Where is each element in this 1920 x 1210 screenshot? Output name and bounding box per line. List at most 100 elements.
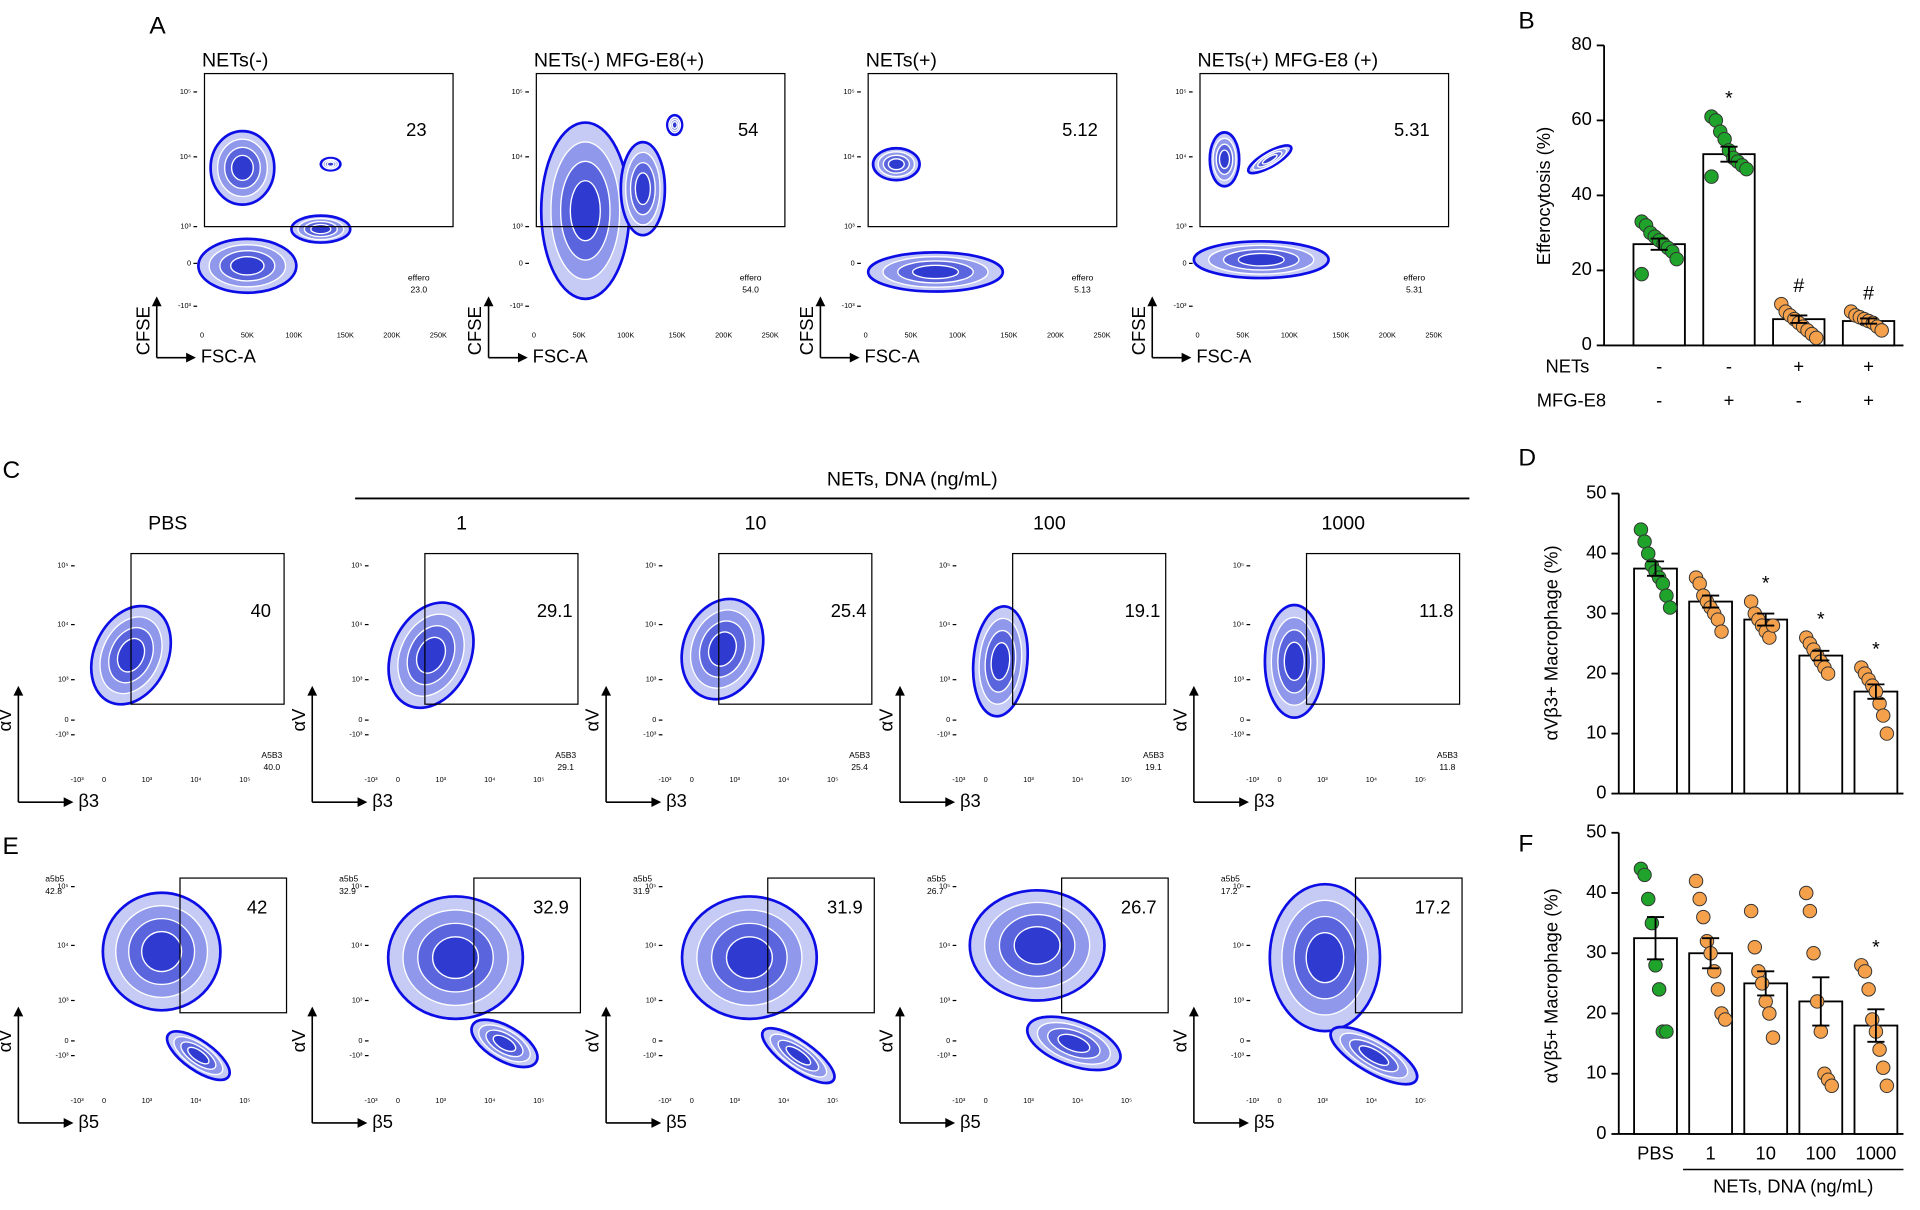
flow-y-tick: 10⁴ — [351, 620, 362, 629]
data-point — [1765, 1030, 1781, 1045]
bar — [1798, 654, 1844, 795]
annotation: * — [1872, 639, 1880, 661]
row-value: + — [1793, 355, 1804, 376]
flow-y-tick: 10³ — [180, 222, 191, 231]
x-axis-label: β3 — [960, 790, 981, 811]
y-tick-label: 50 — [1586, 821, 1606, 842]
data-point — [1809, 330, 1824, 346]
data-point — [1688, 873, 1704, 889]
flow-x-tick: 50K — [1236, 331, 1249, 340]
panel-letter: E — [2, 833, 18, 860]
flow-x-tick: 0 — [864, 331, 868, 340]
arrow-head — [815, 296, 826, 307]
density-contour — [326, 161, 335, 167]
density-contour — [1057, 1033, 1091, 1054]
gate — [130, 552, 285, 705]
y-tick-label: 20 — [1571, 258, 1591, 279]
gate-value: 31.9 — [827, 897, 863, 918]
density-contour — [1013, 926, 1061, 965]
y-tick-label: 60 — [1571, 108, 1591, 129]
y-tick-label: 80 — [1571, 33, 1591, 54]
flow-x-tick: 0 — [532, 331, 536, 340]
flow-x-tick: 10⁵ — [827, 775, 838, 784]
arrow-head — [63, 1118, 74, 1128]
data-point — [1707, 964, 1722, 979]
flow-x-tick: 250K — [762, 331, 779, 340]
x-tick-label: 100 — [1805, 1143, 1836, 1164]
gate-name: A5B3 — [1437, 750, 1458, 760]
arrow-head — [895, 685, 905, 696]
gate-name: A5B3 — [261, 750, 282, 760]
flow-x-tick: -10³ — [658, 1096, 672, 1105]
flow-x-tick: 10³ — [1317, 1096, 1328, 1105]
flow-x-tick: 10⁵ — [239, 1096, 250, 1105]
flow-y-tick: 10⁴ — [351, 940, 362, 949]
annotation: # — [1793, 275, 1804, 297]
y-axis-label: αV — [0, 1029, 15, 1053]
data-point — [1872, 1042, 1887, 1057]
panel-title: NETs(-) — [202, 49, 268, 71]
data-point — [1762, 630, 1777, 645]
flow-x-tick: 200K — [715, 331, 732, 340]
flow-x-tick: 10⁴ — [484, 775, 495, 784]
density-contour — [887, 158, 905, 171]
panel-title: NETs(+) — [866, 49, 937, 71]
arrow-head — [357, 1118, 368, 1128]
data-point — [1754, 976, 1770, 991]
gate-stat: 19.1 — [1145, 762, 1162, 772]
data-point — [1879, 1078, 1895, 1094]
gate-stat: 32.9 — [339, 886, 356, 896]
flow-x-tick: 10⁵ — [533, 1096, 544, 1105]
y-axis-label: αV — [582, 1029, 603, 1053]
flow-y-tick: 0 — [519, 258, 523, 267]
flow-x-tick: 10⁴ — [190, 775, 201, 784]
x-axis-label: FSC-A — [201, 345, 257, 366]
y-axis-label: αV — [288, 708, 309, 732]
gate — [473, 877, 582, 1014]
panel-title: NETs(-) MFG-E8(+) — [534, 49, 704, 71]
gate-value: 5.31 — [1394, 119, 1430, 140]
data-point — [1802, 903, 1818, 919]
y-axis-label: αV — [876, 708, 897, 732]
annotation: * — [1725, 88, 1733, 110]
flow-y-tick: 10⁴ — [939, 620, 950, 629]
flow-y-tick: 0 — [358, 715, 362, 724]
gate-value: 42 — [247, 897, 267, 918]
y-axis-label: αV — [1169, 1029, 1190, 1053]
flow-x-tick: 10⁴ — [1072, 775, 1083, 784]
y-tick-label: 30 — [1586, 601, 1606, 622]
flow-x-tick: 10⁵ — [1415, 1096, 1426, 1105]
flow-x-tick: 0 — [102, 775, 106, 784]
arrow-head — [849, 352, 860, 363]
arrow-head — [1188, 1006, 1199, 1017]
flow-x-tick: 10⁵ — [239, 775, 250, 784]
gate — [1305, 552, 1461, 705]
arrow-head — [186, 352, 196, 363]
flow-y-tick: 10³ — [646, 995, 657, 1004]
flow-y-tick: 10⁴ — [1233, 940, 1244, 949]
x-axis-label: β3 — [372, 790, 393, 811]
row-value: + — [1863, 390, 1874, 411]
flow-y-tick: 10⁵ — [843, 87, 854, 96]
panel-letter: F — [1518, 830, 1533, 857]
data-point — [1813, 1024, 1829, 1039]
flow-x-tick: 10⁵ — [827, 1096, 838, 1105]
flow-y-tick: 0 — [946, 715, 950, 724]
panel-title: NETs(+) MFG-E8 (+) — [1198, 49, 1379, 71]
data-point — [1669, 251, 1684, 267]
flow-x-tick: 100K — [617, 331, 634, 340]
gate — [1199, 72, 1450, 228]
data-point — [1710, 982, 1726, 997]
flow-x-tick: -10³ — [1246, 1096, 1260, 1105]
flow-y-tick: 10⁴ — [939, 940, 950, 949]
gate-stat: 54.0 — [742, 285, 759, 295]
row-value: - — [1726, 355, 1732, 376]
density-contour — [671, 120, 678, 130]
density-contour — [1218, 149, 1231, 170]
flow-x-tick: -10³ — [952, 1096, 966, 1105]
gate-name: a5b5 — [633, 874, 652, 884]
flow-x-tick: 250K — [1425, 331, 1442, 340]
x-axis-label: FSC-A — [533, 345, 589, 366]
flow-x-tick: 0 — [200, 331, 204, 340]
flow-y-tick: 10⁴ — [57, 620, 68, 629]
